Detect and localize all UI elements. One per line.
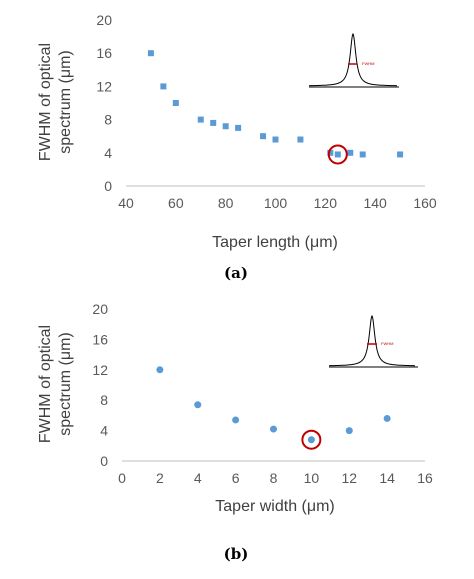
panel-b-data-point (194, 401, 202, 409)
panel-a-data-point (347, 149, 354, 156)
panel-b-label: (b) (224, 545, 249, 563)
panel-a-x-tick-label: 140 (363, 195, 387, 211)
panel-b-plot-area: 0 4 8 12 16 20 0 2 4 6 8 10 12 14 16 (92, 301, 433, 486)
panel-a-x-tick-label: 160 (413, 195, 437, 211)
panel-a-data-point (197, 116, 204, 123)
panel-a-data-point (327, 149, 334, 156)
panel-b-y-axis-title-line1: FWHM of optical (37, 325, 54, 443)
panel-a-data-point (172, 100, 179, 106)
panel-b-x-tick-label: 6 (232, 470, 240, 486)
panel-b-inset-peak-curve (329, 314, 415, 367)
panel-a-highlight-circle (327, 144, 348, 165)
panel-b-inset: FWHM (329, 314, 418, 368)
panel-a-inset-fwhm-label: FWHM (362, 61, 374, 66)
panel-b-x-axis-title: Taper width (μm) (215, 498, 334, 515)
panel-a-data-point (160, 83, 167, 90)
panel-a-y-tick-label: 16 (96, 45, 112, 61)
panel-a-y-tick-label: 8 (104, 112, 112, 128)
panel-b-y-tick-label: 12 (92, 362, 108, 378)
panel-b-y-tick-label: 4 (100, 423, 108, 439)
panel-b-x-tick-label: 0 (118, 470, 126, 486)
panel-a-data-point (334, 151, 341, 158)
panel-b-x-tick-label: 4 (194, 470, 202, 486)
panel-b-data-point (307, 436, 315, 444)
panel-b-y-tick-label: 0 (100, 453, 108, 469)
panel-a-x-tick-label: 100 (264, 195, 288, 211)
panel-b-inset-fwhm-label: FWHM (381, 341, 393, 346)
panel-a-data-point (222, 123, 229, 130)
panel-b-x-tick-label: 12 (341, 470, 357, 486)
panel-b-data-point (270, 425, 277, 433)
panel-a-x-tick-label: 80 (218, 195, 234, 211)
panel-a-data-point (359, 151, 366, 158)
panel-a-data-point (260, 133, 267, 140)
panel-b-data-point (383, 414, 391, 422)
panel-a-x-tick-label: 120 (314, 195, 338, 211)
panel-a-data-point (210, 119, 217, 126)
panel-a-data-point (147, 50, 154, 57)
panel-a-data-point (397, 151, 404, 158)
panel-a-y-tick-label: 0 (104, 178, 112, 194)
panel-b-y-tick-label: 8 (100, 392, 108, 408)
panel-a-data-point (297, 136, 304, 143)
panel-a-x-tick-label: 40 (118, 195, 134, 211)
panel-b-data-point (232, 416, 240, 424)
panel-b-x-tick-label: 10 (304, 470, 320, 486)
panel-a-data-point (272, 136, 279, 143)
panel-b-y-tick-label: 16 (92, 331, 108, 347)
panel-b-x-tick-label: 16 (417, 470, 433, 486)
panel-b-x-tick-label: 14 (379, 470, 395, 486)
panel-a-label: (a) (224, 264, 248, 282)
panel-b-data-point (345, 427, 353, 435)
panel-a-x-tick-label: 60 (168, 195, 184, 211)
panel-b-y-axis-title-line2: spectrum (μm) (57, 332, 74, 435)
panel-a: 0 4 8 12 16 20 40 60 80 100 120 140 160 Taper length… (37, 12, 437, 282)
panel-a-plot-area: 0 4 8 12 16 20 40 60 80 100 120 140 160 (96, 12, 436, 211)
panel-a-data-point (235, 124, 242, 131)
panel-b-highlight-circle (301, 429, 322, 450)
panel-a-x-axis-title: Taper length (μm) (212, 234, 338, 251)
panel-a-y-tick-label: 12 (96, 78, 112, 94)
panel-b-y-tick-label: 20 (92, 301, 108, 317)
panel-a-inset-peak-curve (309, 32, 397, 87)
panel-a-y-tick-label: 20 (96, 12, 112, 28)
panel-a-inset: FWHM (309, 32, 399, 88)
panel-a-y-axis-title-line1: FWHM of optical (37, 43, 54, 161)
panel-b-x-tick-label: 2 (156, 470, 164, 486)
panel-b-data-point (156, 366, 164, 374)
panel-b-x-tick-label: 8 (270, 470, 278, 486)
panel-a-y-tick-label: 4 (104, 145, 112, 161)
panel-a-y-axis-title-line2: spectrum (μm) (57, 50, 74, 153)
